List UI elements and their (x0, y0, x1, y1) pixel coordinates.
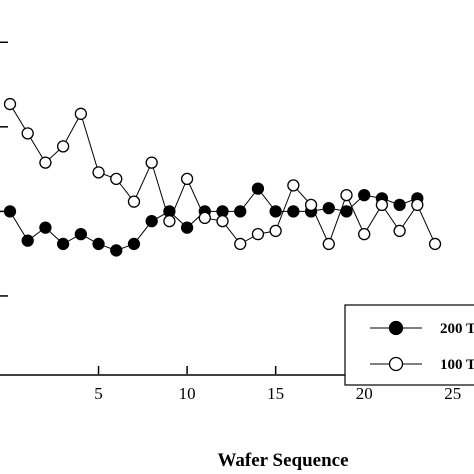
series-2-point-3 (56, 140, 70, 153)
series-1-point-18 (322, 201, 335, 215)
x-axis-title: Wafer Sequence (217, 450, 348, 471)
series-2-point-17 (304, 198, 318, 212)
series-2-point-4 (74, 107, 87, 120)
x-tick-label-25: 25 (444, 384, 461, 403)
legend-items: 200 T 100 T (370, 320, 474, 373)
series-1-point-0 (3, 205, 17, 218)
series-2-point-18 (322, 237, 335, 251)
series-1-point-14 (251, 182, 265, 195)
legend-item-1: 200 T (370, 320, 474, 337)
series-2-point-22 (393, 224, 406, 238)
series-1-point-7 (127, 237, 141, 251)
series-1-point-22 (393, 198, 406, 212)
series-2-point-7 (127, 195, 141, 208)
series-1-point-10 (180, 221, 194, 234)
series-layer (3, 97, 442, 257)
x-tick-label-15: 15 (267, 384, 284, 403)
legend-box (344, 304, 474, 386)
series-2 (3, 97, 442, 251)
series-1-point-20 (358, 188, 371, 202)
series-2-point-9 (163, 214, 176, 228)
series-1-point-5 (92, 237, 105, 251)
series-2-point-12 (216, 214, 229, 228)
series-2-point-8 (145, 156, 158, 169)
legend-item-2: 100 T (370, 356, 474, 373)
x-tick-label-20: 20 (356, 384, 373, 403)
series-2-point-2 (39, 156, 52, 169)
series-2-point-0 (3, 97, 17, 111)
series-1 (3, 182, 424, 257)
legend-label-2: 100 T (440, 357, 474, 373)
y-axis-ticks (0, 41, 8, 297)
legend: 200 T 100 T (344, 304, 474, 386)
series-1-point-1 (21, 234, 34, 247)
series-2-point-24 (428, 237, 442, 251)
series-1-point-2 (39, 221, 52, 234)
legend-marker-1 (388, 320, 404, 336)
series-2-point-11 (198, 211, 211, 225)
legend-marker-2 (388, 356, 404, 372)
series-1-point-13 (234, 205, 247, 218)
series-1-point-4 (74, 228, 87, 241)
series-1-point-8 (145, 214, 158, 228)
plot-frame (0, 374, 474, 376)
legend-label-1: 200 T (440, 321, 474, 337)
series-2-point-20 (358, 228, 371, 241)
x-tick-label-10: 10 (179, 384, 196, 403)
series-2-point-23 (411, 198, 424, 212)
series-2-point-5 (92, 166, 105, 179)
series-2-point-1 (21, 127, 34, 140)
series-2-point-16 (287, 179, 300, 192)
series-2-point-6 (110, 172, 123, 186)
series-2-point-19 (340, 188, 353, 202)
series-2-point-14 (251, 228, 265, 241)
series-1-point-15 (269, 205, 282, 218)
x-tick-label-5: 5 (94, 384, 103, 403)
series-1-point-6 (110, 244, 123, 257)
series-1-point-3 (56, 237, 70, 251)
series-2-point-21 (375, 198, 389, 212)
series-2-point-13 (234, 237, 247, 251)
series-1-point-16 (287, 205, 300, 218)
series-2-point-15 (269, 224, 282, 238)
series-1-point-19 (340, 205, 353, 218)
series-2-point-10 (180, 172, 194, 186)
